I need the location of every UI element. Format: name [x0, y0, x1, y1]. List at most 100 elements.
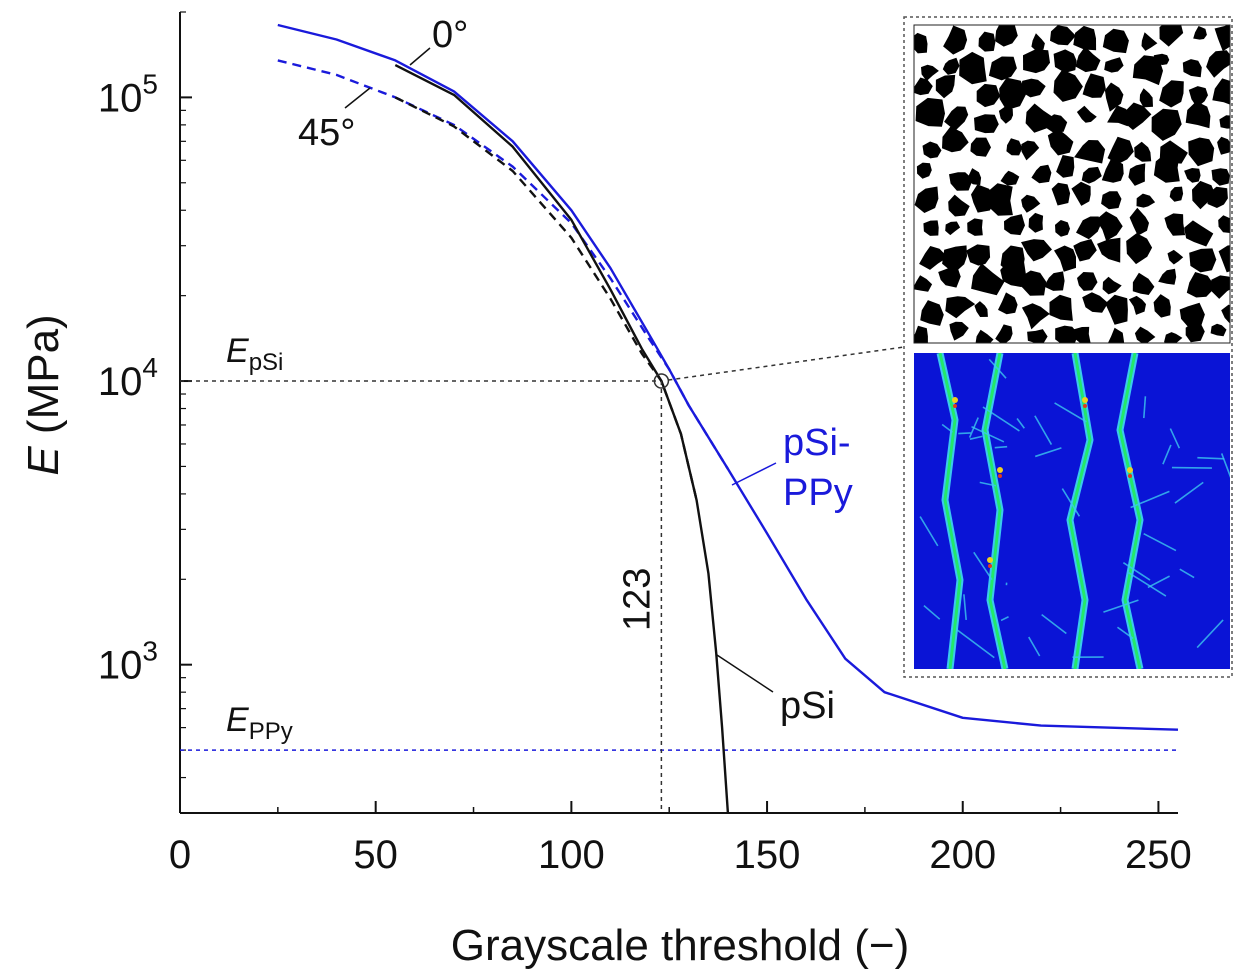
pore-blob: [988, 56, 1017, 81]
stress-strand-core: [938, 353, 962, 669]
stress-branch: [1174, 481, 1204, 504]
stress-branch: [1041, 613, 1067, 635]
stress-branch: [1016, 418, 1025, 429]
stress-branch: [1130, 490, 1170, 509]
pore-blob: [942, 57, 960, 75]
stress-branch: [1220, 453, 1230, 478]
stress-strand-core: [1068, 353, 1092, 669]
stress-peak: [998, 474, 1002, 478]
pore-blob: [949, 321, 969, 341]
x-tick-label-100: 100: [538, 833, 605, 877]
pore-blob: [1136, 193, 1156, 208]
pore-blob: [1193, 26, 1207, 40]
pore-blob: [1107, 136, 1134, 164]
pore-blob: [945, 296, 976, 319]
stress-branch: [973, 551, 993, 581]
pore-blob: [1023, 49, 1050, 74]
stress-branch: [1162, 444, 1172, 465]
pore-blob: [914, 77, 933, 96]
stress-strand-core: [1118, 353, 1142, 669]
pore-blob: [1188, 137, 1215, 167]
pore-blob: [1217, 136, 1230, 155]
stress-branch: [956, 629, 995, 659]
pore-blob: [1073, 25, 1097, 51]
pore-blob: [1192, 180, 1216, 210]
stress-branch: [1197, 456, 1225, 460]
pore-blob: [1045, 114, 1068, 133]
x-axis-title: Grayscale threshold (−): [451, 921, 910, 970]
pore-blob: [998, 292, 1018, 315]
pore-blob: [1077, 272, 1098, 291]
pore-blob: [1221, 304, 1230, 323]
pore-blob: [914, 32, 928, 54]
x-tick-label-250: 250: [1125, 833, 1192, 877]
pore-blob: [923, 220, 939, 236]
pore-blob: [966, 244, 991, 266]
stress-branch: [919, 516, 939, 547]
x-ticks: 0 50 100 150 200 250: [169, 801, 1192, 877]
pore-blob: [1134, 141, 1152, 162]
stress-branch: [1179, 568, 1195, 579]
pore-blob: [915, 97, 945, 127]
stress-peak: [1083, 404, 1087, 408]
pore-blob: [1031, 164, 1052, 184]
pore-blob: [1074, 140, 1106, 164]
series-line-1: [277, 59, 729, 470]
inset-stress-field: [914, 353, 1230, 669]
pore-blob: [978, 31, 996, 52]
pore-blob: [1153, 294, 1171, 318]
pore-blob: [1074, 326, 1091, 343]
pore-blob: [942, 126, 969, 153]
pore-blob: [1075, 46, 1101, 73]
stress-branch: [1122, 561, 1151, 581]
pore-blob: [1101, 191, 1122, 210]
pore-blob: [1211, 168, 1230, 186]
annotations: 0° 45° pSi- PPy pSi: [298, 14, 853, 727]
threshold-circle: [653, 373, 670, 389]
pore-blob: [945, 221, 961, 236]
reference-labels: EpSi EPPy: [226, 332, 293, 745]
pore-blob: [1031, 33, 1045, 52]
inset-connector-line: [668, 346, 905, 381]
x-tick-label-200: 200: [929, 833, 996, 877]
pore-blob: [1076, 105, 1097, 123]
inset-microstructure-border: [913, 24, 1231, 344]
pore-blob: [1073, 239, 1097, 262]
y-ticks: 103 104 105: [98, 11, 192, 814]
stress-branch: [1061, 488, 1081, 517]
pore-blob: [1122, 102, 1152, 130]
pore-blob: [1151, 108, 1182, 141]
pore-blob: [1139, 88, 1153, 108]
pore-blob: [959, 51, 987, 85]
pore-blob: [1164, 332, 1183, 343]
stress-branch: [1000, 616, 1009, 622]
pore-blob: [1104, 57, 1124, 73]
pore-blob: [1206, 50, 1230, 78]
stress-branch: [969, 435, 983, 440]
stress-branch: [1169, 428, 1181, 449]
pore-blob: [1185, 101, 1211, 129]
pore-blob: [1082, 73, 1106, 98]
stress-branch: [1143, 396, 1147, 419]
pore-blob: [967, 218, 983, 236]
pore-blob: [916, 162, 932, 179]
stress-branch: [1116, 626, 1134, 640]
pore-blob: [1182, 59, 1202, 78]
pore-blob: [1021, 140, 1040, 161]
ref-label-ppy: EPPy: [226, 701, 293, 745]
stress-branch: [994, 445, 1008, 449]
pore-blob: [1097, 237, 1121, 263]
pore-blob: [942, 245, 967, 274]
pore-blob: [1207, 186, 1228, 208]
stress-branch: [1028, 636, 1041, 657]
y-tick-label-10000: 104: [98, 352, 158, 404]
pore-blob: [971, 263, 1005, 296]
pore-blob: [1000, 259, 1027, 288]
pore-blob: [1105, 294, 1128, 325]
pore-blob: [1210, 323, 1227, 337]
pore-blob: [1104, 82, 1124, 112]
stress-branch: [971, 425, 1005, 443]
pore-blob: [1184, 220, 1214, 247]
series-line-0: [277, 23, 1179, 731]
